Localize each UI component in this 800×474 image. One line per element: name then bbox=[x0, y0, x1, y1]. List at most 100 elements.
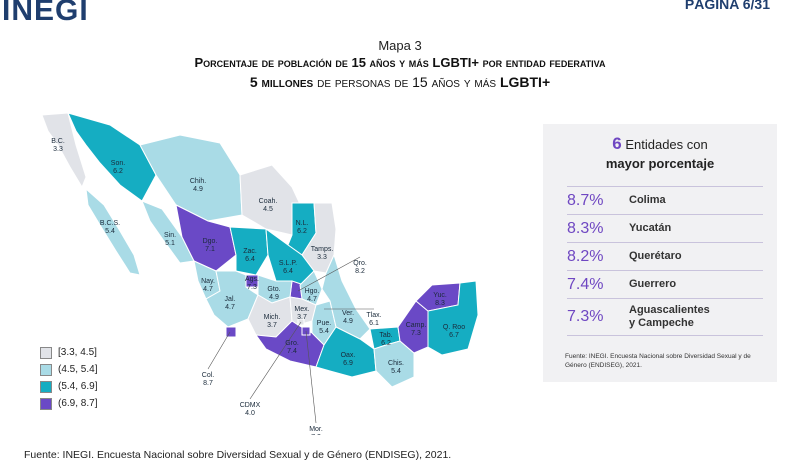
state-name-hgo: Hgo. bbox=[305, 288, 320, 295]
legend-label: [3.3, 4.5] bbox=[58, 347, 97, 358]
legend-item: (5.4, 6.9] bbox=[40, 378, 97, 395]
leader-line-qro bbox=[297, 256, 361, 292]
state-value-tamps: 3.3 bbox=[317, 254, 327, 261]
ranking-percent: 8.2% bbox=[567, 247, 604, 265]
ranking-percent: 8.7% bbox=[567, 191, 604, 209]
ranking-percent: 7.4% bbox=[567, 275, 604, 293]
state-region-ver bbox=[321, 253, 371, 340]
state-name-mor: Mor. bbox=[309, 426, 323, 433]
ranking-row: 8.3% Yucatán bbox=[567, 214, 763, 242]
state-value-nl: 6.2 bbox=[297, 228, 307, 235]
map-regions bbox=[41, 112, 479, 388]
legend-item: [3.3, 4.5] bbox=[40, 344, 97, 361]
map-legend: [3.3, 4.5] (4.5, 5.4] (5.4, 6.9] (6.9, 8… bbox=[40, 344, 97, 412]
state-value-son: 6.2 bbox=[113, 168, 123, 175]
state-name-mex: Mex. bbox=[294, 306, 309, 313]
state-name-ags: Ags. bbox=[245, 276, 259, 283]
ranking-state: Querétaro bbox=[629, 250, 682, 262]
page-number: PÁGINA 6/31 bbox=[684, 0, 770, 12]
state-value-slp: 6.4 bbox=[283, 268, 293, 275]
state-value-hgo: 4.7 bbox=[307, 296, 317, 303]
legend-swatch bbox=[40, 363, 52, 376]
state-value-ags: 7.3 bbox=[247, 284, 257, 291]
state-value-mex: 3.7 bbox=[297, 314, 307, 321]
state-region-bcs bbox=[85, 187, 141, 276]
panel-source-note: Fuente: INEGI. Encuesta Nacional sobre D… bbox=[565, 353, 751, 369]
state-value-bc: 3.3 bbox=[53, 146, 63, 153]
state-name-oax: Oax. bbox=[341, 352, 356, 359]
legend-swatch bbox=[40, 397, 52, 410]
subtitle-bold-figure: 5 millones bbox=[249, 74, 314, 90]
state-name-bcs: B.C.S. bbox=[100, 220, 120, 227]
mexico-choropleth-map: B.C.3.3Son.6.2Chih.4.9Coah.4.5B.C.S.5.4N… bbox=[41, 112, 479, 435]
state-name-coah: Coah. bbox=[259, 198, 278, 205]
state-name-nay: Nay. bbox=[201, 278, 215, 285]
ranking-state: Aguascalientes y Campeche bbox=[629, 304, 710, 330]
map-labels: B.C.3.3Son.6.2Chih.4.9Coah.4.5B.C.S.5.4N… bbox=[51, 138, 465, 435]
ranking-row: 7.3% Aguascalientes y Campeche bbox=[567, 298, 763, 336]
state-name-cdmx: CDMX bbox=[240, 402, 261, 409]
ranking-state-line1: Aguascalientes bbox=[629, 304, 710, 316]
map-subtitle: 5 millones de personas de 15 años y más … bbox=[0, 74, 800, 90]
state-value-jal: 4.7 bbox=[225, 304, 235, 311]
state-value-gto: 4.9 bbox=[269, 294, 279, 301]
state-name-mich: Mich. bbox=[264, 314, 281, 321]
legend-item: (4.5, 5.4] bbox=[40, 361, 97, 378]
legend-swatch bbox=[40, 380, 52, 393]
map-number: Mapa 3 bbox=[378, 38, 422, 53]
state-name-son: Son. bbox=[111, 160, 125, 167]
legend-swatch bbox=[40, 346, 52, 359]
state-name-tab: Tab. bbox=[379, 332, 392, 339]
ranking-state: Yucatán bbox=[629, 222, 672, 234]
state-name-jal: Jal. bbox=[225, 296, 236, 303]
state-value-gro: 7.4 bbox=[287, 348, 297, 355]
ranking-state-line2: y Campeche bbox=[629, 317, 694, 329]
map-leader-lines bbox=[207, 256, 374, 424]
state-value-yuc: 8.3 bbox=[435, 300, 445, 307]
ranking-row: 8.2% Querétaro bbox=[567, 242, 763, 270]
state-value-cdmx: 4.0 bbox=[245, 410, 255, 417]
state-value-qroo: 6.7 bbox=[449, 332, 459, 339]
state-region-bc bbox=[41, 112, 87, 189]
leader-line-mor bbox=[305, 330, 317, 424]
state-name-zac: Zac. bbox=[243, 248, 257, 255]
panel-count: 6 bbox=[612, 134, 622, 153]
state-name-qroo: Q. Roo bbox=[443, 324, 465, 331]
ranking-state: Colima bbox=[629, 194, 666, 206]
state-name-qro: Qro. bbox=[353, 260, 367, 267]
panel-heading: 6 Entidades con mayor porcentaje bbox=[543, 134, 777, 173]
panel-heading-a: Entidades con bbox=[621, 137, 708, 152]
state-value-bcs: 5.4 bbox=[105, 228, 115, 235]
footer-source: Fuente: INEGI. Encuesta Nacional sobre D… bbox=[24, 449, 452, 461]
state-region-col bbox=[225, 326, 237, 338]
ranking-percent: 8.3% bbox=[567, 219, 604, 237]
ranking-state: Guerrero bbox=[629, 278, 677, 290]
state-name-ver: Ver. bbox=[342, 310, 354, 317]
state-value-zac: 6.4 bbox=[245, 256, 255, 263]
state-value-chih: 4.9 bbox=[193, 186, 203, 193]
leader-line-cdmx bbox=[249, 321, 302, 400]
state-value-col: 8.7 bbox=[203, 380, 213, 387]
state-region-hgo bbox=[299, 270, 323, 306]
state-value-tab: 6.2 bbox=[381, 340, 391, 347]
state-name-slp: S.L.P. bbox=[279, 260, 297, 267]
ranking-row: 8.7% Colima bbox=[567, 186, 763, 214]
state-name-chih: Chih. bbox=[190, 178, 206, 185]
state-name-col: Col. bbox=[202, 372, 215, 379]
subtitle-text: de personas de 15 años y más bbox=[313, 74, 500, 90]
legend-label: (4.5, 5.4] bbox=[58, 364, 98, 375]
legend-item: (6.9, 8.7] bbox=[40, 395, 97, 412]
state-region-qroo bbox=[427, 280, 479, 356]
state-value-qro: 8.2 bbox=[355, 268, 365, 275]
top-states-panel: 6 Entidades con mayor porcentaje 8.7% Col… bbox=[543, 124, 777, 382]
state-name-gto: Gto. bbox=[267, 286, 280, 293]
legend-label: (6.9, 8.7] bbox=[58, 398, 98, 409]
state-value-nay: 4.7 bbox=[203, 286, 213, 293]
state-name-dgo: Dgo. bbox=[203, 238, 218, 245]
state-name-yuc: Yuc. bbox=[433, 292, 447, 299]
leader-line-col bbox=[207, 331, 231, 370]
state-name-chis: Chis. bbox=[388, 360, 404, 367]
legend-label: (5.4, 6.9] bbox=[58, 381, 98, 392]
panel-heading-b: mayor porcentaje bbox=[605, 156, 715, 171]
state-name-gro: Gro. bbox=[285, 340, 299, 347]
